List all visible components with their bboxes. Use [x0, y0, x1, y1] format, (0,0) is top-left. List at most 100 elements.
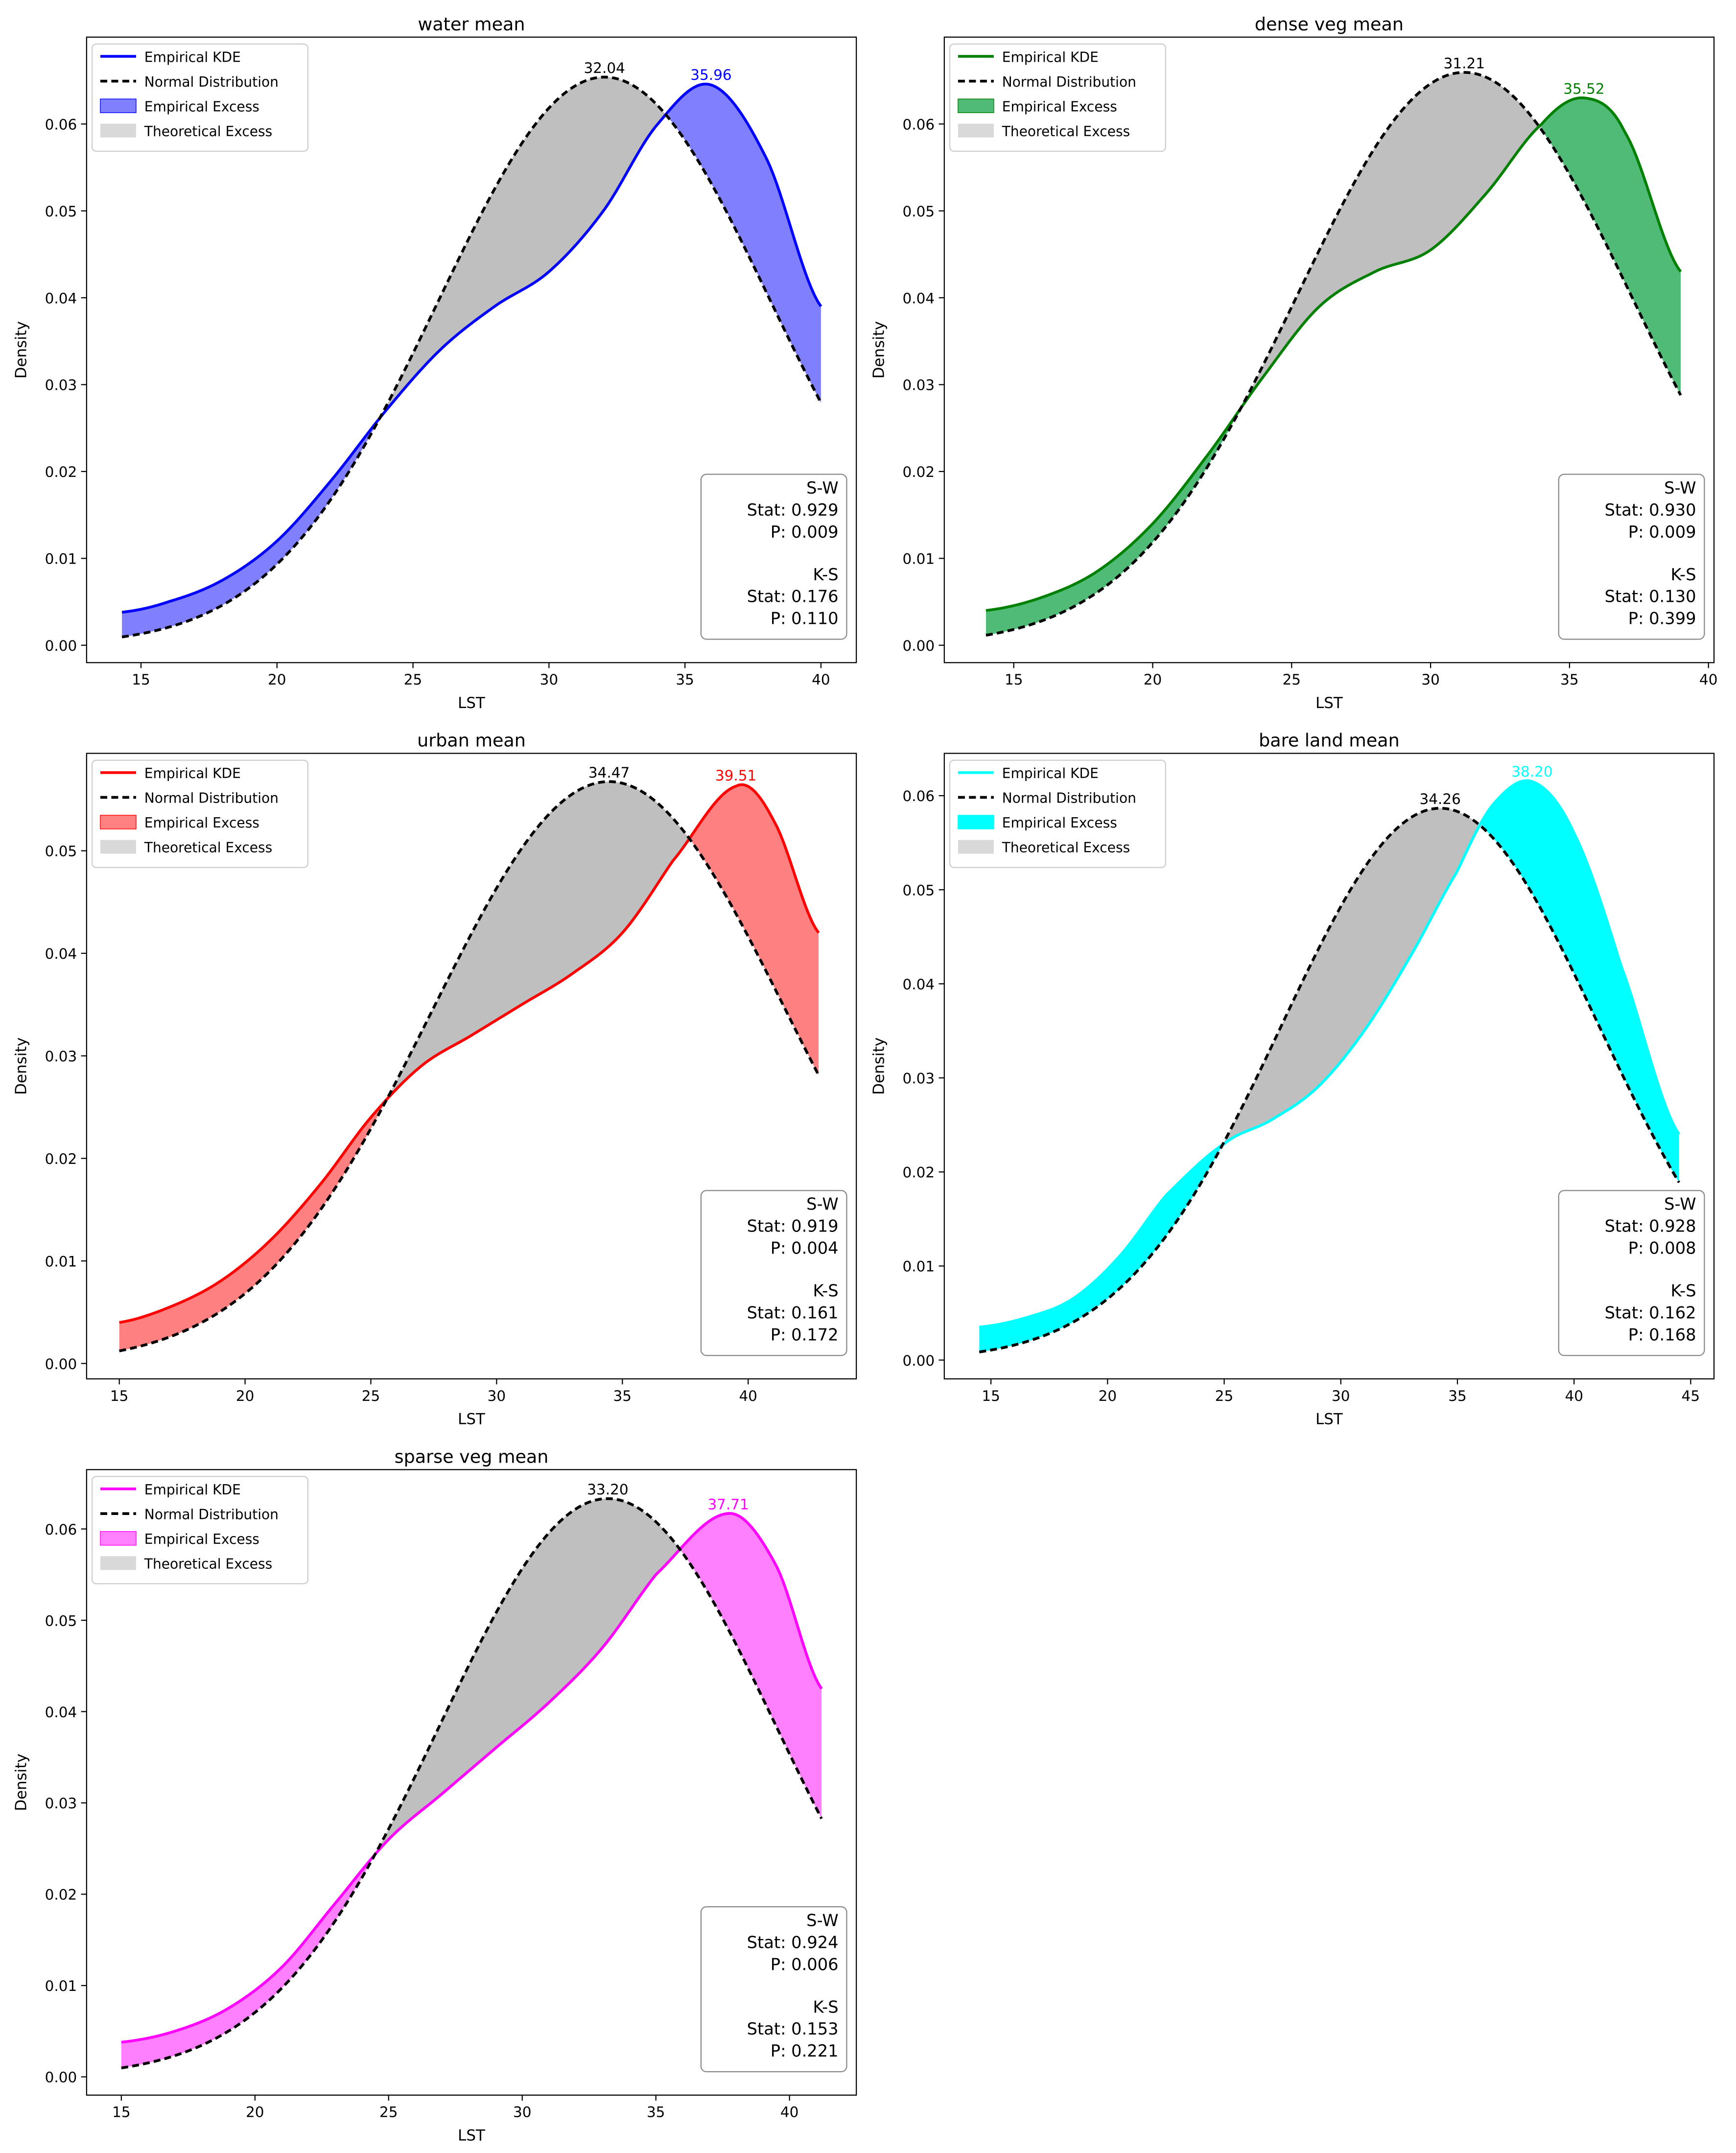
legend: Empirical KDE Normal Distribution Empirica…: [91, 43, 309, 152]
normal-peak-label: 34.26: [1420, 791, 1461, 807]
x-axis-label: LST: [458, 1411, 485, 1428]
x-tick-label: 35: [1560, 671, 1579, 688]
y-tick-label: 0.00: [45, 638, 77, 654]
y-tick-label: 0.04: [903, 290, 935, 307]
theoretical-excess-area: [1242, 72, 1542, 407]
stats-line: P: 0.172: [771, 1325, 839, 1344]
x-tick-label: 20: [246, 2104, 264, 2121]
x-tick-label: 25: [1215, 1388, 1234, 1404]
y-tick-label: 0.05: [45, 1612, 77, 1629]
x-tick-label: 15: [110, 1388, 129, 1404]
stats-line: P: 0.006: [771, 1955, 839, 1974]
stats-box: [700, 473, 847, 640]
y-tick-label: 0.02: [45, 1151, 77, 1167]
y-tick-label: 0.00: [903, 1352, 935, 1369]
y-tick-label: 0.01: [45, 1978, 77, 1994]
legend-empirical-swatch: [958, 98, 994, 113]
stats-line: S-W: [1664, 478, 1696, 497]
stats-line: Stat: 0.162: [1605, 1303, 1696, 1322]
y-tick-label: 0.05: [903, 203, 935, 220]
empirical-excess-area: [985, 406, 1242, 636]
y-tick-label: 0.00: [45, 1356, 77, 1372]
empirical-excess-area: [1542, 97, 1681, 396]
x-tick-label: 25: [379, 2104, 398, 2121]
empirical-peak-label: 39.51: [715, 767, 756, 784]
empirical-excess-area: [119, 1094, 390, 1351]
normal-distribution-line: [121, 1497, 823, 2070]
stats-line: S-W: [806, 1911, 838, 1930]
legend-empirical-swatch: [100, 1531, 137, 1546]
legend-label: Theoretical Excess: [1002, 840, 1130, 856]
y-tick-label: 0.01: [903, 551, 935, 568]
legend-label: Empirical KDE: [144, 765, 241, 781]
normal-distribution-line: [121, 75, 822, 639]
x-tick-label: 15: [1005, 671, 1023, 688]
x-tick-label: 20: [236, 1388, 255, 1404]
y-tick-label: 0.05: [45, 843, 77, 860]
stats-line: Stat: 0.161: [747, 1303, 839, 1322]
stats-line: Stat: 0.924: [747, 1933, 839, 1952]
empirical-kde-line: [119, 783, 820, 1324]
x-tick-label: 30: [1332, 1388, 1350, 1404]
stats-line: P: 0.168: [1628, 1325, 1696, 1344]
chart-title: sparse veg mean: [395, 1446, 549, 1467]
plot-frame: [943, 36, 1715, 663]
plot-frame: [86, 1469, 857, 2096]
x-axis-label: LST: [1315, 1411, 1343, 1428]
x-tick-label: 40: [1565, 1388, 1583, 1404]
normal-peak-label: 31.21: [1444, 55, 1485, 71]
legend-box: [949, 759, 1166, 868]
stats-line: P: 0.110: [771, 609, 839, 628]
x-tick-label: 40: [1699, 671, 1718, 688]
legend-theoretical-swatch: [100, 840, 136, 854]
empirical-kde-line: [121, 1512, 823, 2044]
legend-label: Empirical Excess: [144, 815, 259, 831]
legend: Empirical KDE Normal Distribution Empirica…: [91, 759, 309, 868]
stats-line: P: 0.009: [1628, 522, 1696, 542]
legend-label: Theoretical Excess: [144, 840, 272, 856]
empirical-excess-area: [979, 1141, 1224, 1352]
normal-peak-label: 32.04: [584, 60, 625, 76]
empirical-excess-area: [1481, 781, 1679, 1183]
stats-line: Stat: 0.153: [747, 2019, 839, 2038]
empirical-kde-line: [979, 779, 1681, 1329]
stats-line: S-W: [806, 478, 838, 497]
x-tick-label: 25: [404, 671, 422, 688]
y-tick-label: 0.03: [45, 1048, 77, 1065]
stats-line: P: 0.221: [771, 2041, 839, 2060]
legend-label: Empirical Excess: [1002, 815, 1117, 831]
x-tick-label: 35: [613, 1388, 632, 1404]
legend-label: Empirical KDE: [144, 1482, 241, 1498]
plot-frame: [86, 36, 857, 663]
empirical-kde-line: [985, 96, 1682, 612]
chart-panel: dense veg mean LST Density 15 20 25 30 35 40 0.00…: [870, 14, 1717, 712]
stats-line: K-S: [813, 1281, 839, 1301]
x-axis-label: LST: [1315, 694, 1343, 712]
legend-label: Empirical Excess: [144, 1531, 259, 1547]
stats-line: K-S: [1670, 1281, 1696, 1301]
y-tick-label: 0.06: [45, 116, 77, 133]
stats-line: P: 0.008: [1628, 1239, 1696, 1258]
legend-empirical-swatch: [100, 815, 137, 829]
y-tick-label: 0.06: [903, 116, 935, 133]
theoretical-excess-area: [389, 781, 692, 1097]
theoretical-excess-area: [375, 1498, 682, 1853]
legend: Empirical KDE Normal Distribution Empirica…: [949, 43, 1166, 152]
stats-line: Stat: 0.130: [1605, 587, 1696, 606]
normal-peak-label: 33.20: [587, 1481, 628, 1498]
stats-line: Stat: 0.176: [747, 587, 839, 606]
empirical-excess-area: [681, 1513, 822, 1819]
legend-box: [91, 759, 309, 868]
legend-label: Theoretical Excess: [144, 123, 272, 140]
chart-title: urban mean: [417, 730, 526, 751]
legend: Empirical KDE Normal Distribution Empirica…: [949, 759, 1166, 868]
normal-peak-label: 34.47: [588, 764, 630, 781]
chart-panel: water mean LST Density 15 20 25 30 35 40 0.00 0.01…: [12, 14, 857, 712]
stats-line: Stat: 0.930: [1605, 500, 1696, 520]
stats-line: Stat: 0.919: [747, 1217, 839, 1236]
x-tick-label: 20: [1144, 671, 1162, 688]
y-tick-label: 0.03: [45, 1795, 77, 1812]
legend-label: Normal Distribution: [1002, 74, 1136, 90]
stats-box: [700, 1906, 847, 2073]
x-tick-label: 35: [647, 2104, 665, 2121]
